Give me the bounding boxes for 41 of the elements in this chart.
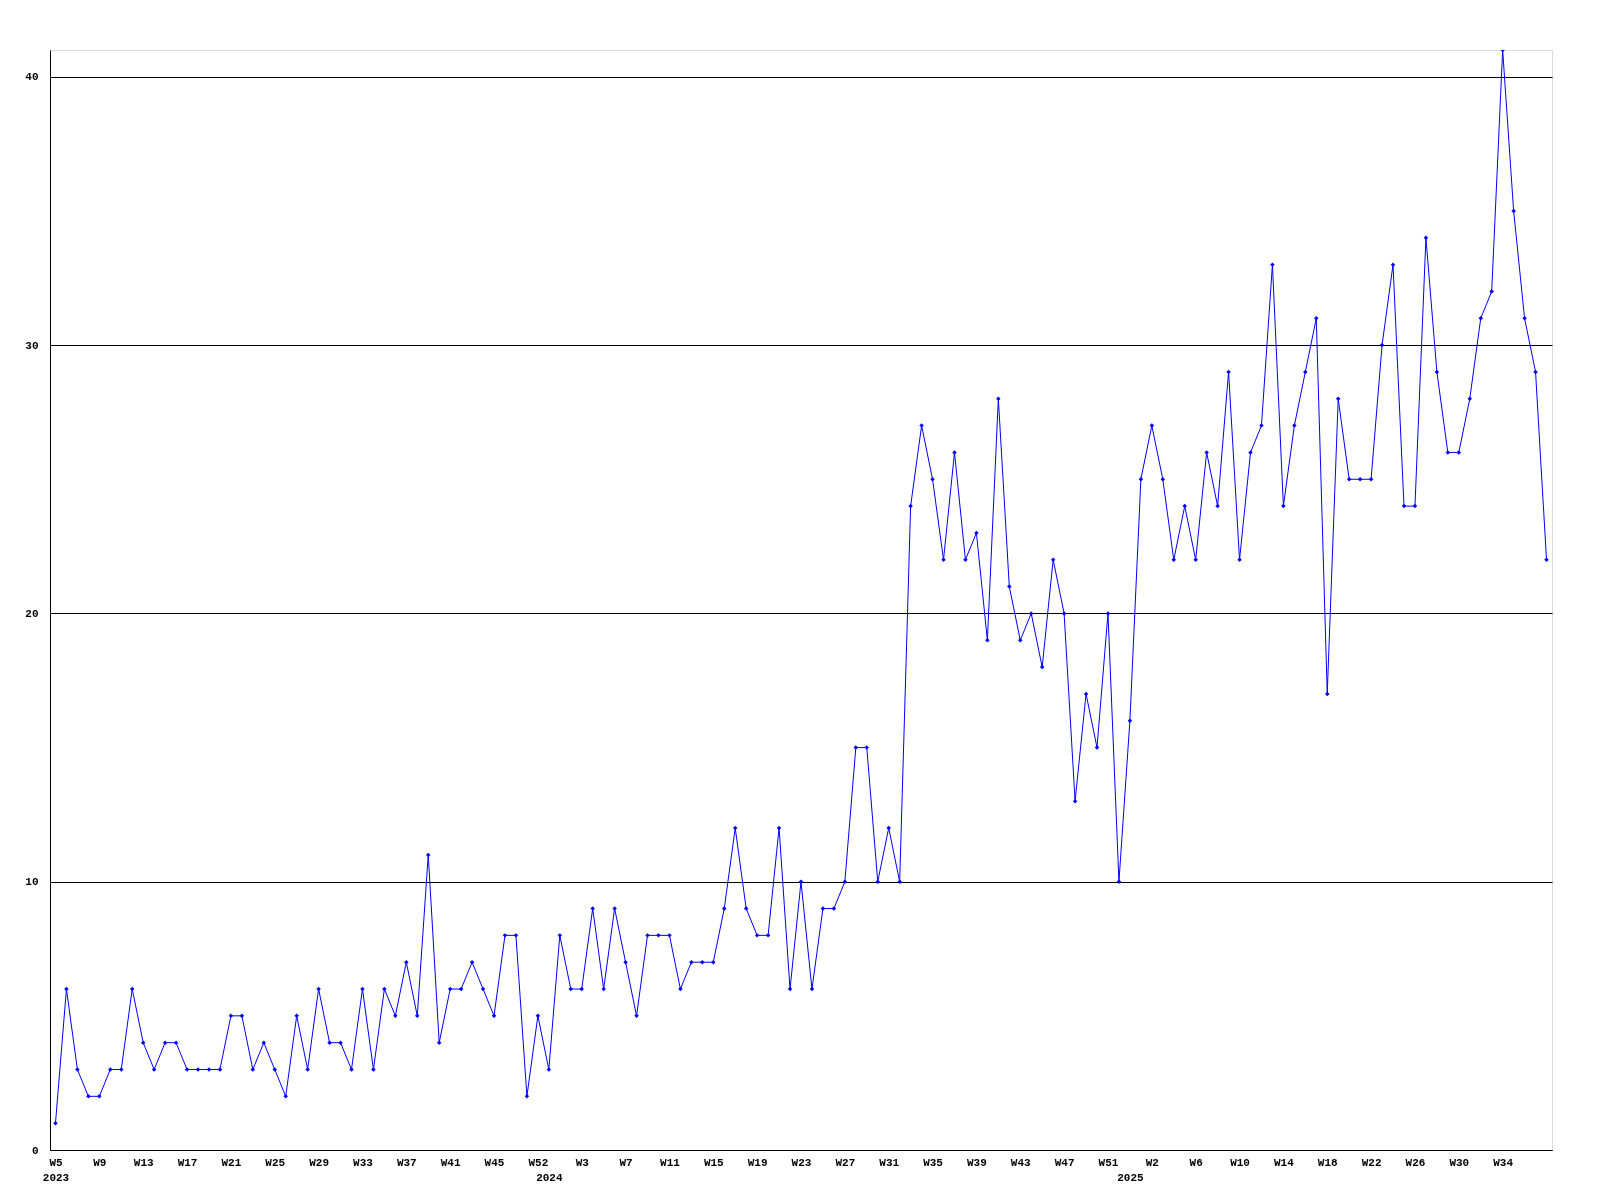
x-tick-label: W10	[1230, 1156, 1250, 1169]
x-tick-label: W18	[1317, 1156, 1339, 1169]
x-tick-label: W26	[1405, 1156, 1426, 1169]
x-tick-label: W31	[879, 1156, 900, 1169]
y-tick-label: 0	[31, 1144, 39, 1157]
x-tick-label: W5 2023	[42, 1156, 70, 1184]
x-tick-label: W45	[484, 1156, 505, 1169]
x-tick-label: W23	[791, 1156, 812, 1169]
x-tick-label: W19	[747, 1156, 768, 1169]
x-tick-label: W7	[619, 1156, 633, 1169]
x-tick-label: W25	[265, 1156, 286, 1169]
x-tick-label: W27	[835, 1156, 856, 1169]
x-tick-label: W9	[93, 1156, 107, 1169]
y-tick-label: 40	[25, 71, 39, 84]
x-tick-label: W52	[528, 1156, 549, 1169]
x-tick-label: W37	[396, 1156, 417, 1169]
y-tick-label: 10	[25, 876, 39, 889]
x-tick-label: W21	[221, 1156, 242, 1169]
y-tick-label: 30	[25, 339, 39, 352]
x-tick-label: W11	[660, 1156, 681, 1169]
x-tick-label: W51	[1098, 1156, 1119, 1169]
x-tick-label: 2024	[536, 1171, 563, 1184]
x-tick-label: W13	[133, 1156, 154, 1169]
x-tick-label: W14	[1273, 1156, 1295, 1169]
x-tick-label: W39	[967, 1156, 987, 1169]
x-tick-label: W6	[1189, 1156, 1203, 1169]
x-tick-label: W35	[923, 1156, 944, 1169]
y-tick-label: 20	[25, 607, 39, 620]
x-tick-label: W17	[177, 1156, 198, 1169]
x-tick-label: W41	[440, 1156, 461, 1169]
x-tick-label: W34	[1493, 1156, 1514, 1169]
x-tick-label: W2	[1145, 1156, 1159, 1169]
x-tick-label: W47	[1054, 1156, 1075, 1169]
x-tick-label: W15	[703, 1156, 725, 1169]
x-tick-label: W33	[353, 1156, 374, 1169]
x-tick-label: W29	[309, 1156, 330, 1169]
x-tick-label: W43	[1010, 1156, 1032, 1169]
x-tick-label: W30	[1449, 1156, 1470, 1169]
x-tick-label: W22	[1361, 1156, 1382, 1169]
x-tick-label: 2025	[1117, 1171, 1145, 1184]
x-tick-label: W3	[575, 1156, 590, 1169]
